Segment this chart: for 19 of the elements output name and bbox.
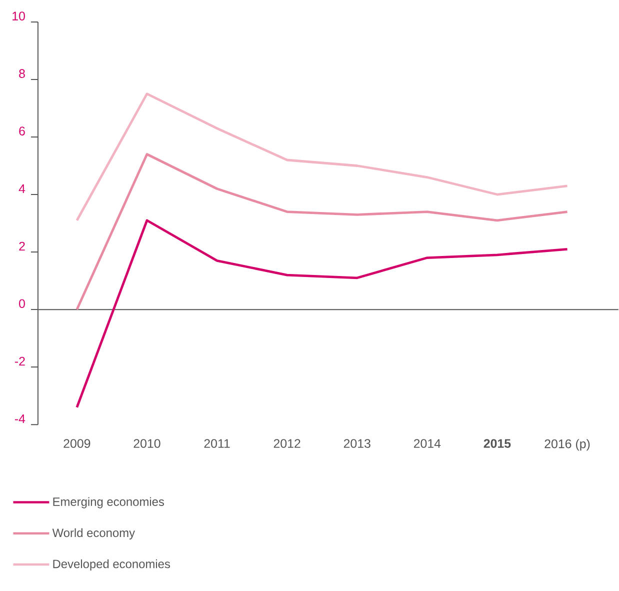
y-tick-label: 6: [19, 126, 25, 136]
x-tick-label: 2009: [64, 438, 90, 448]
y-tick-label: 2: [19, 242, 25, 250]
x-tick-label: 2015: [484, 438, 511, 448]
x-tick-label: 2013: [344, 438, 370, 448]
legend-label: Developed economies: [53, 559, 170, 570]
y-tick-label: 0: [19, 299, 25, 308]
x-tick-label: 2010: [134, 438, 160, 448]
y-tick-label: -4: [14, 414, 26, 423]
y-tick-label: -2: [14, 356, 25, 366]
y-tick-label: 8: [19, 68, 25, 78]
y-tick-label: 4: [18, 184, 26, 193]
legend-label: World economy: [52, 528, 135, 540]
x-tick-label: 2016 (p): [544, 438, 590, 450]
x-tick-label: 2014: [414, 438, 441, 448]
legend-label: Emerging economies: [53, 497, 164, 508]
x-tick-label: 2012: [274, 438, 300, 448]
x-tick-label: 2011: [204, 438, 230, 448]
y-tick-label: 10: [12, 11, 25, 20]
